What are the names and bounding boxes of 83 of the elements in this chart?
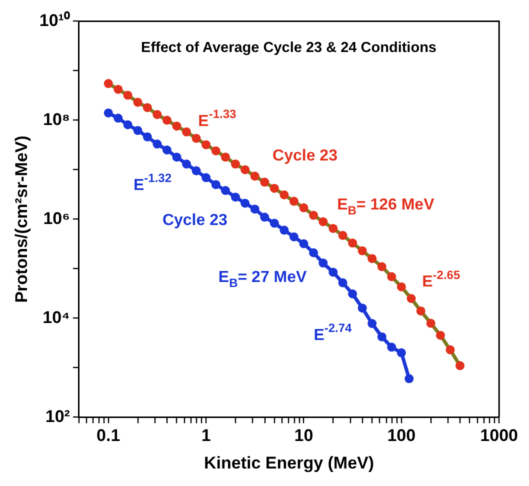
y-tick-label: 10⁴ <box>42 308 70 327</box>
x-tick-label: 1000 <box>480 426 518 446</box>
point <box>377 262 386 272</box>
point <box>172 152 182 162</box>
point <box>270 184 279 193</box>
point <box>348 289 358 298</box>
point <box>396 348 406 358</box>
point <box>436 330 445 340</box>
point <box>260 178 270 187</box>
x-tick-label: 1 <box>201 426 211 446</box>
annotation: Cycle 23 <box>162 212 228 229</box>
point <box>211 146 220 156</box>
point <box>416 306 426 316</box>
point <box>318 217 328 226</box>
point <box>377 332 386 342</box>
point <box>152 140 162 149</box>
point <box>318 258 328 268</box>
point <box>368 319 377 328</box>
point <box>202 173 211 182</box>
point <box>123 90 132 100</box>
point <box>309 248 318 258</box>
point <box>104 108 113 118</box>
point <box>133 126 142 135</box>
point <box>202 140 211 150</box>
point <box>348 238 358 248</box>
point <box>328 268 338 277</box>
point <box>309 210 318 220</box>
x-axis-title: Kinetic Energy (MeV) <box>204 453 374 472</box>
point <box>406 294 416 303</box>
text: Effect of Average Cycle 23 & 24 Conditions <box>141 40 436 56</box>
point <box>260 212 270 222</box>
point <box>162 116 172 125</box>
point <box>114 114 123 123</box>
point <box>289 196 298 206</box>
point <box>162 146 172 154</box>
point <box>299 239 308 248</box>
point <box>358 304 367 313</box>
point <box>396 282 406 292</box>
point <box>192 134 201 143</box>
x-tick-label: 100 <box>387 426 416 446</box>
y-tick-label: 10⁶ <box>43 208 70 228</box>
point <box>338 278 348 288</box>
point <box>133 98 142 107</box>
y-tick-label: 10¹⁰ <box>39 10 70 30</box>
point <box>299 203 308 212</box>
point <box>182 127 192 136</box>
point <box>289 232 298 242</box>
point <box>142 103 152 112</box>
point <box>123 120 132 130</box>
point <box>280 226 289 235</box>
point <box>182 160 192 169</box>
point <box>338 230 348 240</box>
point <box>368 254 377 264</box>
point <box>250 172 260 181</box>
x-tick-label: 0.1 <box>96 426 120 446</box>
point <box>172 122 182 131</box>
point <box>387 342 396 352</box>
point <box>220 186 230 195</box>
point <box>230 160 240 169</box>
point <box>280 190 289 200</box>
point <box>358 246 367 256</box>
point <box>250 204 260 214</box>
point <box>114 84 123 94</box>
point <box>387 272 396 282</box>
y-tick-label: 10⁸ <box>43 110 70 129</box>
x-tick-label: 10 <box>294 426 314 446</box>
annotation: Cycle 23 <box>272 148 338 165</box>
point <box>152 110 162 120</box>
point <box>240 165 250 174</box>
point <box>211 180 220 190</box>
point <box>240 198 250 208</box>
y-axis-title: Protons/(cm²sr-MeV) <box>12 136 31 303</box>
point <box>328 224 338 233</box>
point <box>446 345 455 354</box>
y-tick-label: 10² <box>45 406 70 426</box>
point <box>220 152 230 162</box>
point <box>192 166 201 176</box>
point <box>456 361 465 370</box>
point <box>142 132 152 142</box>
point <box>426 318 436 328</box>
point <box>104 79 113 88</box>
point <box>270 218 279 228</box>
point <box>230 192 240 202</box>
